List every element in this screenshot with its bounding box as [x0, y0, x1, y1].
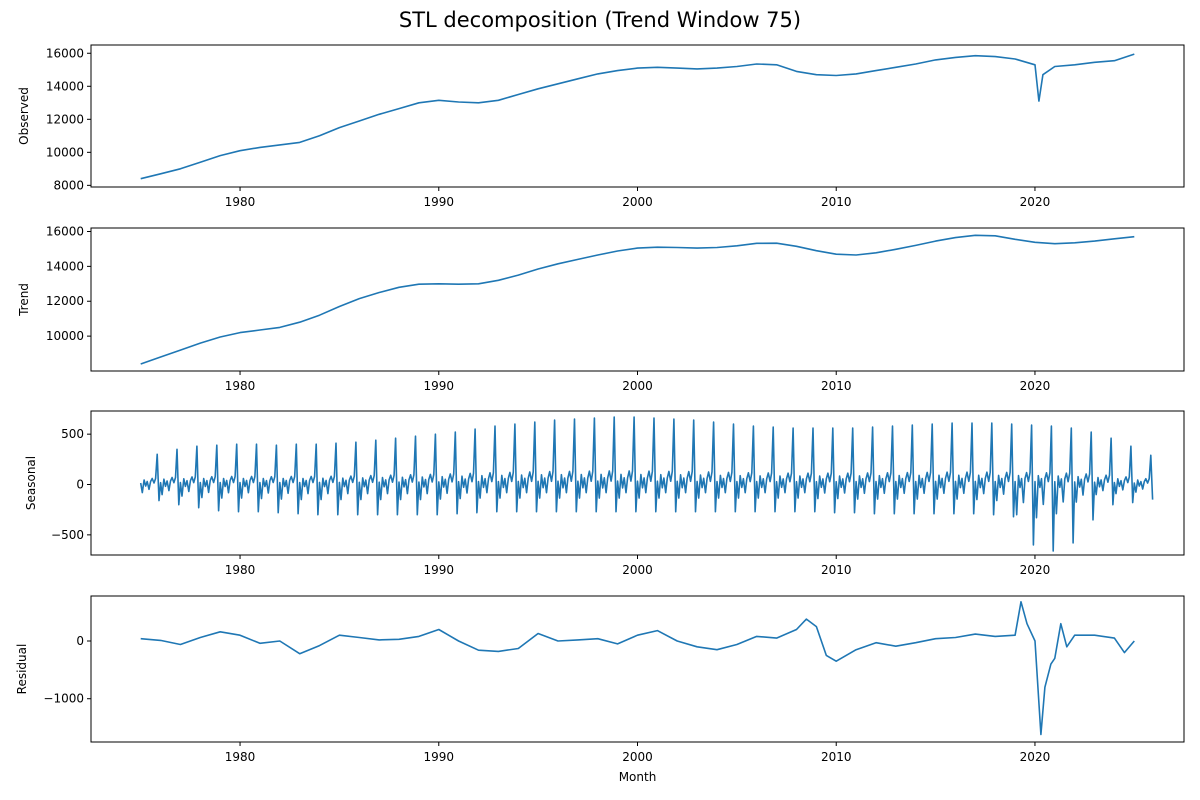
trend-x-tick-label: 1980 — [225, 379, 256, 393]
observed-x-tick-label: 1980 — [225, 195, 256, 209]
seasonal-y-axis-label: Seasonal — [24, 456, 38, 510]
seasonal-x-tick-label: 2010 — [821, 563, 852, 577]
observed-y-tick-label: 12000 — [46, 112, 84, 126]
trend-series-line — [140, 234, 1135, 365]
residual-x-tick-label: 2010 — [821, 750, 852, 764]
seasonal-x-tick-label: 1980 — [225, 563, 256, 577]
seasonal-x-tick-label: 2020 — [1020, 563, 1051, 577]
trend-y-tick-label: 10000 — [46, 329, 84, 343]
seasonal-series-line — [139, 416, 1154, 552]
trend-y-axis-label: Trend — [17, 283, 31, 317]
residual-x-tick-label: 1990 — [423, 750, 454, 764]
residual-axes-frame — [90, 595, 1185, 743]
observed-y-axis-label: Observed — [17, 87, 31, 145]
observed-y-tick-label: 10000 — [46, 145, 84, 159]
trend-x-tick-label: 2000 — [622, 379, 653, 393]
observed-x-tick-label: 1990 — [423, 195, 454, 209]
observed-y-tick-label: 14000 — [46, 79, 84, 93]
trend-y-tick-label: 14000 — [46, 259, 84, 273]
trend-axes-frame — [90, 227, 1185, 372]
residual-x-tick-label: 2000 — [622, 750, 653, 764]
residual-x-tick-label: 1980 — [225, 750, 256, 764]
seasonal-y-tick-label: 500 — [61, 427, 84, 441]
seasonal-y-tick-label: −500 — [51, 528, 84, 542]
residual-series-line — [140, 601, 1135, 736]
panel-seasonal: 1980 1990 2000 2010 2020 −500 0 500 Seasonal — [24, 410, 1185, 577]
trend-x-tick-label: 2010 — [821, 379, 852, 393]
observed-x-tick-label: 2000 — [622, 195, 653, 209]
chart-title: STL decomposition (Trend Window 75) — [398, 8, 802, 32]
trend-x-tick-label: 1990 — [423, 379, 454, 393]
observed-y-tick-label: 16000 — [46, 46, 84, 60]
observed-x-tick-label: 2020 — [1020, 195, 1051, 209]
observed-series-line — [140, 53, 1135, 180]
panel-residual: 1980 1990 2000 2010 2020 −1000 0 Residual Month — [15, 595, 1185, 784]
observed-axes-frame — [90, 44, 1185, 188]
seasonal-y-tick-label: 0 — [76, 478, 84, 492]
panel-trend: 1980 1990 2000 2010 2020 10000 12000 14000 16000… — [17, 224, 1185, 393]
panel-observed: 1980 1990 2000 2010 2020 8000 10000 12000 14000 1… — [17, 44, 1185, 209]
x-axis-label: Month — [619, 770, 657, 784]
residual-x-tick-label: 2020 — [1020, 750, 1051, 764]
seasonal-x-tick-label: 1990 — [423, 563, 454, 577]
observed-y-tick-label: 8000 — [53, 178, 84, 192]
residual-y-tick-label: 0 — [76, 634, 84, 648]
trend-y-tick-label: 12000 — [46, 294, 84, 308]
observed-x-tick-label: 2010 — [821, 195, 852, 209]
residual-y-axis-label: Residual — [15, 644, 29, 695]
trend-x-tick-label: 2020 — [1020, 379, 1051, 393]
trend-y-tick-label: 16000 — [46, 224, 84, 238]
residual-y-tick-label: −1000 — [43, 692, 84, 706]
seasonal-x-tick-label: 2000 — [622, 563, 653, 577]
